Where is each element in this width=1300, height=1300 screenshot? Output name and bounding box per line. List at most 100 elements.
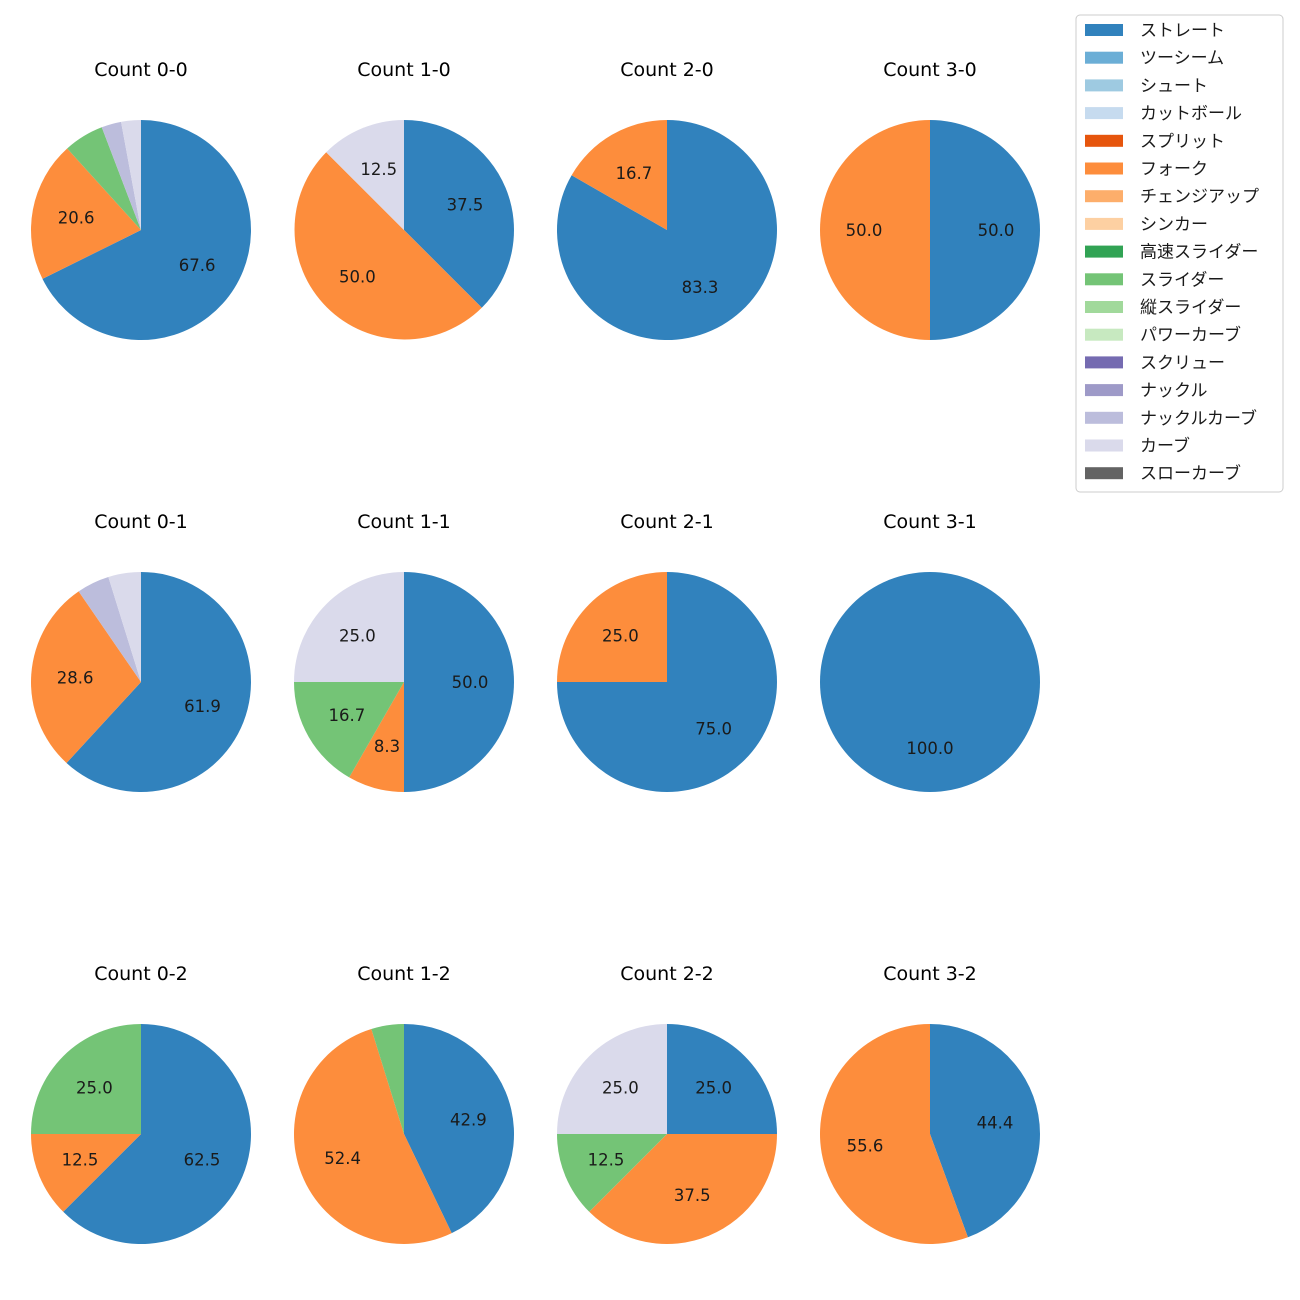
slice-label: 44.4 — [977, 1113, 1014, 1132]
legend-label: スプリット — [1140, 132, 1225, 152]
pie-count-2-1: Count 2-1 75.0 25.0 — [557, 511, 777, 792]
legend-label: シュート — [1140, 76, 1208, 96]
legend-swatch — [1085, 245, 1123, 258]
legend-swatch — [1085, 79, 1123, 92]
legend-label: ナックル — [1140, 381, 1208, 401]
slice-label: 67.6 — [179, 256, 216, 275]
chart-title: Count 1-1 — [357, 511, 451, 533]
pie-slice — [121, 119, 141, 230]
pie-slice — [294, 572, 404, 682]
pie-slice — [371, 1024, 404, 1134]
legend-item: ナックル — [1085, 381, 1208, 401]
pie-slice — [63, 1024, 252, 1244]
slice-label: 50.0 — [846, 221, 883, 240]
legend-swatch — [1085, 439, 1123, 452]
chart-title: Count 3-2 — [883, 963, 977, 985]
slice-label: 55.6 — [847, 1137, 884, 1156]
legend-label: チェンジアップ — [1140, 187, 1259, 207]
pie-slice — [820, 120, 930, 340]
legend-item: カットボール — [1085, 104, 1242, 124]
legend-item: チェンジアップ — [1085, 187, 1259, 207]
legend-swatch — [1085, 467, 1123, 480]
slice-label: 52.4 — [324, 1149, 361, 1168]
chart-title: Count 2-1 — [620, 511, 714, 533]
legend-item: パワーカーブ — [1085, 325, 1241, 346]
legend-frame — [1075, 14, 1284, 493]
slice-label: 50.0 — [978, 221, 1015, 240]
slice-label: 20.6 — [58, 209, 95, 228]
pie-count-2-0: Count 2-0 83.3 16.7 — [556, 59, 777, 340]
legend-label: カットボール — [1140, 104, 1242, 124]
pie-slice — [820, 572, 1040, 792]
pie-count-3-1: Count 3-1 100.0 — [820, 511, 1040, 792]
slice-label: 61.9 — [184, 697, 221, 716]
legend-item: シンカー — [1085, 215, 1208, 235]
pie-slice — [557, 1024, 667, 1134]
slice-label: 25.0 — [339, 626, 376, 645]
pie-slice — [667, 1024, 777, 1134]
slice-label: 16.7 — [329, 706, 366, 725]
legend-item: ストレート — [1085, 21, 1225, 41]
chart-title: Count 2-2 — [620, 963, 714, 985]
legend: ストレートツーシームシュートカットボールスプリットフォークチェンジアップシンカー… — [1075, 14, 1284, 493]
pie-slice — [326, 120, 404, 230]
legend-item: スローカーブ — [1085, 463, 1241, 484]
pie-count-3-2: Count 3-2 44.4 55.6 — [819, 963, 1040, 1244]
pie-count-1-1: Count 1-1 50.0 8.3 16.7 25.0 — [294, 511, 514, 792]
legend-item: ナックルカーブ — [1085, 408, 1257, 429]
slice-label: 83.3 — [682, 278, 719, 297]
legend-swatch — [1085, 273, 1123, 286]
chart-title: Count 1-2 — [357, 963, 451, 985]
legend-label: ストレート — [1140, 21, 1225, 41]
slice-label: 25.0 — [76, 1078, 113, 1097]
slice-label: 25.0 — [602, 626, 639, 645]
legend-label: ナックルカーブ — [1140, 408, 1257, 429]
legend-item: ツーシーム — [1085, 49, 1224, 69]
pie-slice — [78, 576, 141, 682]
legend-swatch — [1085, 301, 1123, 313]
slice-label: 28.6 — [57, 668, 94, 687]
legend-swatch — [1085, 328, 1123, 341]
pie-slice — [404, 120, 514, 308]
slice-label: 12.5 — [62, 1150, 99, 1169]
legend-label: カーブ — [1140, 436, 1190, 457]
pie-slice — [294, 152, 482, 340]
pie-slice — [108, 572, 141, 682]
pie-slice — [31, 1024, 141, 1134]
pie-slice — [30, 148, 141, 279]
legend-label: スライダー — [1140, 270, 1224, 290]
pie-count-0-2: Count 0-2 62.5 12.5 25.0 — [31, 963, 252, 1244]
slice-label: 16.7 — [616, 164, 653, 183]
legend-item: スプリット — [1085, 132, 1225, 152]
legend-swatch — [1085, 24, 1123, 36]
slice-label: 50.0 — [339, 268, 376, 287]
pie-slice — [404, 1024, 515, 1234]
legend-label: パワーカーブ — [1140, 325, 1241, 346]
pie-slice — [42, 120, 252, 340]
legend-swatch — [1085, 411, 1123, 424]
pie-slice — [557, 572, 667, 682]
legend-swatch — [1085, 190, 1123, 203]
pie-count-1-0: Count 1-0 37.5 50.0 12.5 — [294, 59, 514, 340]
pie-count-3-0: Count 3-0 50.0 50.0 — [820, 59, 1040, 340]
pie-slice — [589, 1134, 777, 1244]
slice-label: 37.5 — [674, 1186, 711, 1205]
slice-label: 37.5 — [447, 196, 484, 215]
pie-slice — [556, 120, 777, 340]
slice-label: 42.9 — [450, 1110, 487, 1129]
legend-item: 高速スライダー — [1085, 243, 1258, 263]
legend-item: スライダー — [1085, 270, 1224, 290]
legend-item: スクリュー — [1085, 353, 1225, 373]
pie-slice — [66, 572, 251, 792]
pie-slice — [404, 572, 514, 792]
legend-item: 縦スライダー — [1085, 298, 1241, 318]
legend-swatch — [1085, 384, 1123, 397]
legend-label: ツーシーム — [1140, 49, 1224, 69]
chart-title: Count 3-1 — [883, 511, 977, 533]
pie-slice — [101, 121, 141, 230]
slice-label: 25.0 — [602, 1078, 639, 1097]
slice-label: 75.0 — [695, 720, 732, 739]
pie-slice — [294, 682, 404, 778]
pie-slice — [571, 120, 667, 230]
